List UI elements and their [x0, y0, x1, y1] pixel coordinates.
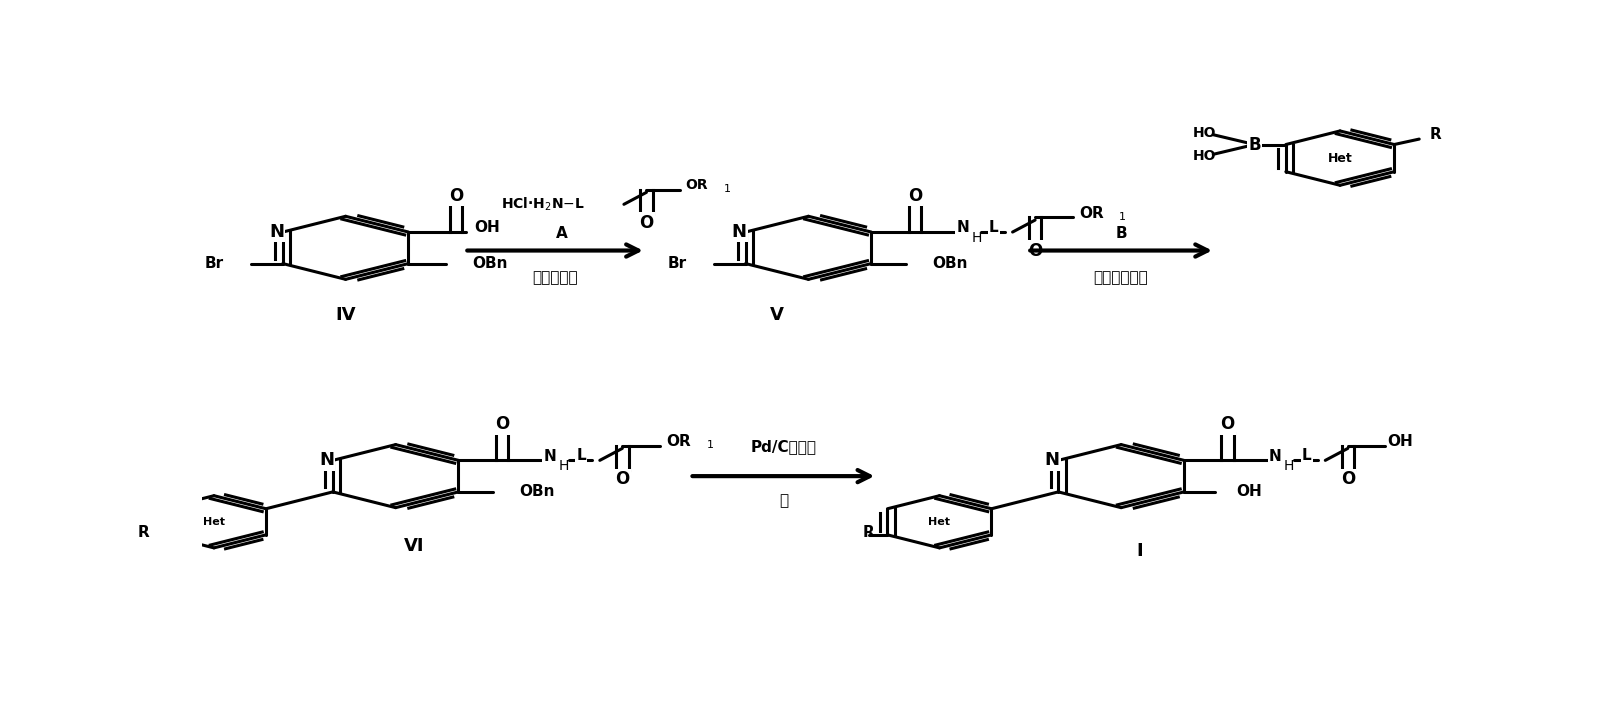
- Text: OH: OH: [475, 220, 500, 235]
- Text: Het: Het: [928, 517, 951, 527]
- Text: L: L: [576, 448, 586, 463]
- Text: Br: Br: [205, 256, 223, 271]
- Text: OR: OR: [1080, 205, 1104, 220]
- Text: R: R: [863, 525, 875, 539]
- Text: OH: OH: [1236, 484, 1262, 499]
- Text: N: N: [544, 448, 557, 464]
- Text: O: O: [1341, 470, 1354, 488]
- Text: N: N: [731, 223, 747, 241]
- Text: OBn: OBn: [933, 256, 968, 271]
- Text: OBn: OBn: [520, 484, 555, 499]
- Text: H: H: [1283, 460, 1294, 473]
- Text: N: N: [320, 451, 334, 469]
- Text: Het: Het: [203, 517, 224, 527]
- Text: OBn: OBn: [471, 256, 507, 271]
- Text: 1: 1: [725, 184, 731, 194]
- Text: HO: HO: [1193, 126, 1217, 140]
- Text: H: H: [558, 460, 568, 473]
- Text: O: O: [1220, 416, 1235, 433]
- Text: L: L: [1302, 448, 1311, 463]
- Text: OH: OH: [1388, 433, 1414, 449]
- Text: Het: Het: [1328, 152, 1353, 164]
- Text: L: L: [989, 220, 999, 234]
- Text: N: N: [1269, 448, 1282, 464]
- Text: N: N: [270, 223, 284, 241]
- Text: V: V: [770, 306, 784, 323]
- Text: Pd/C，氢气: Pd/C，氢气: [751, 438, 817, 454]
- Text: N: N: [955, 220, 968, 235]
- Text: O: O: [615, 470, 629, 488]
- Text: R: R: [1430, 127, 1441, 142]
- Text: 1: 1: [1119, 212, 1127, 222]
- Text: O: O: [909, 187, 922, 205]
- Text: 碱，缩合剂: 碱，缩合剂: [533, 270, 578, 285]
- Text: IV: IV: [336, 306, 355, 323]
- Text: 碱，钯催化剂: 碱，钯催化剂: [1094, 270, 1149, 285]
- Text: OR: OR: [667, 433, 691, 449]
- Text: O: O: [449, 187, 463, 205]
- Text: 碱: 碱: [780, 493, 788, 508]
- Text: O: O: [639, 214, 654, 232]
- Text: HCl·H$_2$N$-$L: HCl·H$_2$N$-$L: [500, 196, 584, 213]
- Text: OR: OR: [686, 179, 709, 192]
- Text: VI: VI: [404, 537, 424, 555]
- Text: R: R: [137, 525, 148, 539]
- Text: Br: Br: [667, 256, 686, 271]
- Text: O: O: [1028, 241, 1043, 260]
- Text: I: I: [1136, 542, 1143, 560]
- Text: N: N: [1044, 451, 1059, 469]
- Text: HO: HO: [1193, 150, 1217, 164]
- Text: A: A: [555, 226, 567, 241]
- Text: B: B: [1248, 136, 1261, 153]
- Text: H: H: [972, 231, 981, 245]
- Text: O: O: [495, 416, 510, 433]
- Text: B: B: [1115, 226, 1127, 241]
- Text: 1: 1: [707, 440, 713, 450]
